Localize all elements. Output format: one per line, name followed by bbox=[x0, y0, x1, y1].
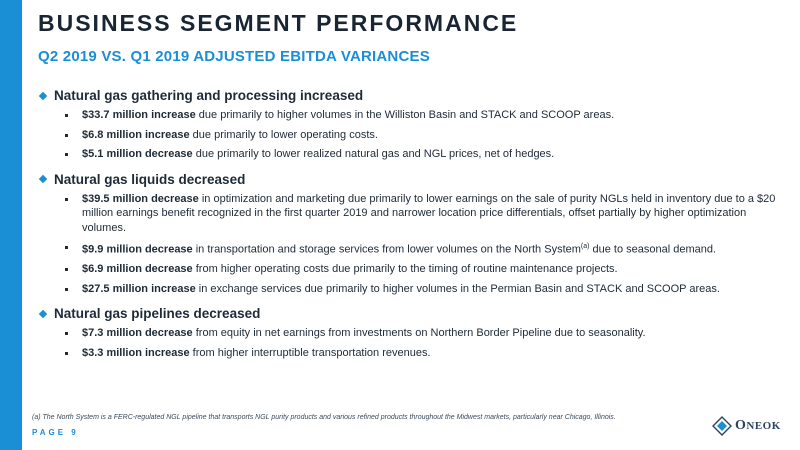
oneok-diamond-icon bbox=[712, 416, 732, 436]
variance-description: in transportation and storage services f… bbox=[192, 243, 581, 256]
page-title: BUSINESS SEGMENT PERFORMANCE bbox=[38, 10, 519, 36]
variance-description: due primarily to higher volumes in the W… bbox=[195, 109, 615, 121]
list-item: $33.7 million increase due primarily to … bbox=[38, 108, 778, 123]
square-bullet-icon bbox=[65, 287, 68, 291]
list-item: $5.1 million decrease due primarily to l… bbox=[38, 147, 778, 162]
variance-description: from equity in net earnings from investm… bbox=[192, 327, 646, 340]
square-bullet-icon bbox=[65, 114, 68, 117]
list-item: $6.9 million decrease from higher operat… bbox=[38, 262, 778, 277]
bullet-list: $33.7 million increase due primarily to … bbox=[38, 108, 778, 162]
segment-sections: Natural gas gathering and processing inc… bbox=[38, 88, 778, 370]
variance-amount: $27.5 million increase bbox=[82, 282, 196, 295]
variance-description: from higher operating costs due primaril… bbox=[192, 263, 618, 276]
section-heading-text: Natural gas gathering and processing inc… bbox=[54, 88, 364, 103]
footnote: (a) The North System is a FERC-regulated… bbox=[32, 414, 616, 421]
square-bullet-icon bbox=[65, 246, 68, 249]
square-bullet-icon bbox=[65, 197, 68, 201]
bullet-list: $39.5 million decrease in optimization a… bbox=[38, 192, 778, 297]
variance-amount: $7.3 million decrease bbox=[82, 327, 193, 340]
section-heading: Natural gas gathering and processing inc… bbox=[38, 88, 778, 103]
section-heading-text: Natural gas pipelines decreased bbox=[54, 306, 261, 322]
section-heading-text: Natural gas liquids decreased bbox=[54, 171, 246, 187]
list-item: $7.3 million decrease from equity in net… bbox=[38, 326, 778, 341]
list-item: $6.8 million increase due primarily to l… bbox=[38, 128, 778, 143]
variance-amount: $3.3 million increase bbox=[82, 346, 190, 359]
variance-amount: $9.9 million decrease bbox=[82, 243, 193, 256]
variance-amount: $33.7 million increase bbox=[82, 109, 196, 121]
page-number: PAGE 9 bbox=[32, 428, 79, 437]
list-item: $39.5 million decrease in optimization a… bbox=[38, 192, 778, 236]
variance-description: from higher interruptible transportation… bbox=[189, 346, 431, 359]
variance-description: due primarily to lower operating costs. bbox=[189, 128, 378, 141]
section-gathering-processing: Natural gas gathering and processing inc… bbox=[38, 88, 778, 162]
diamond-bullet-icon bbox=[38, 91, 48, 100]
variance-amount: $5.1 million decrease bbox=[82, 148, 193, 160]
square-bullet-icon bbox=[65, 153, 68, 156]
section-heading: Natural gas liquids decreased bbox=[38, 172, 778, 187]
list-item: $27.5 million increase in exchange servi… bbox=[38, 282, 778, 297]
variance-amount: $6.9 million decrease bbox=[82, 263, 193, 276]
list-item: $9.9 million decrease in transportation … bbox=[38, 240, 778, 257]
square-bullet-icon bbox=[65, 268, 68, 272]
square-bullet-icon bbox=[65, 332, 68, 336]
variance-description-end: due to seasonal demand. bbox=[589, 243, 717, 256]
section-natural-gas-liquids: Natural gas liquids decreased $39.5 mill… bbox=[38, 172, 778, 297]
list-item: $3.3 million increase from higher interr… bbox=[38, 346, 778, 361]
variance-description: in exchange services due primarily to hi… bbox=[195, 282, 720, 295]
company-logo: ONEOK bbox=[712, 416, 781, 436]
diamond-bullet-icon bbox=[38, 309, 48, 318]
square-bullet-icon bbox=[65, 351, 68, 355]
footnote-marker: (a) bbox=[580, 243, 590, 250]
section-heading: Natural gas pipelines decreased bbox=[38, 306, 778, 321]
bullet-list: $7.3 million decrease from equity in net… bbox=[38, 326, 778, 360]
variance-amount: $39.5 million decrease bbox=[82, 192, 199, 205]
square-bullet-icon bbox=[65, 133, 68, 137]
left-accent-bar bbox=[0, 0, 22, 450]
section-natural-gas-pipelines: Natural gas pipelines decreased $7.3 mil… bbox=[38, 306, 778, 360]
variance-description: in optimization and marketing due primar… bbox=[82, 192, 776, 234]
variance-description: due primarily to lower realized natural … bbox=[192, 148, 555, 160]
page-subtitle: Q2 2019 VS. Q1 2019 ADJUSTED EBITDA VARI… bbox=[38, 48, 430, 65]
logo-wordmark: ONEOK bbox=[735, 418, 781, 433]
variance-amount: $6.8 million increase bbox=[82, 128, 190, 141]
diamond-bullet-icon bbox=[38, 174, 48, 184]
